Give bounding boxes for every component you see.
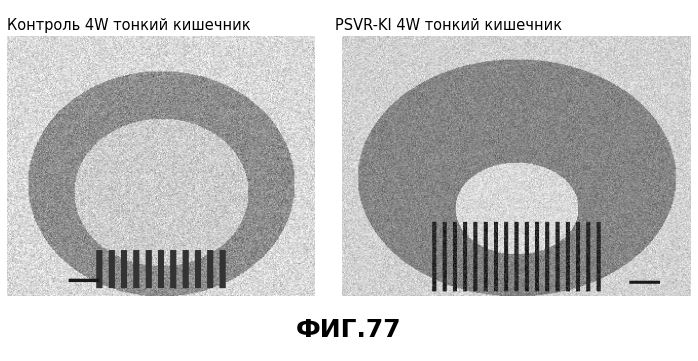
Text: Контроль 4W тонкий кишечник: Контроль 4W тонкий кишечник <box>7 18 251 33</box>
Text: ФИГ.77: ФИГ.77 <box>296 318 402 342</box>
Text: PSVR-KI 4W тонкий кишечник: PSVR-KI 4W тонкий кишечник <box>335 18 562 33</box>
